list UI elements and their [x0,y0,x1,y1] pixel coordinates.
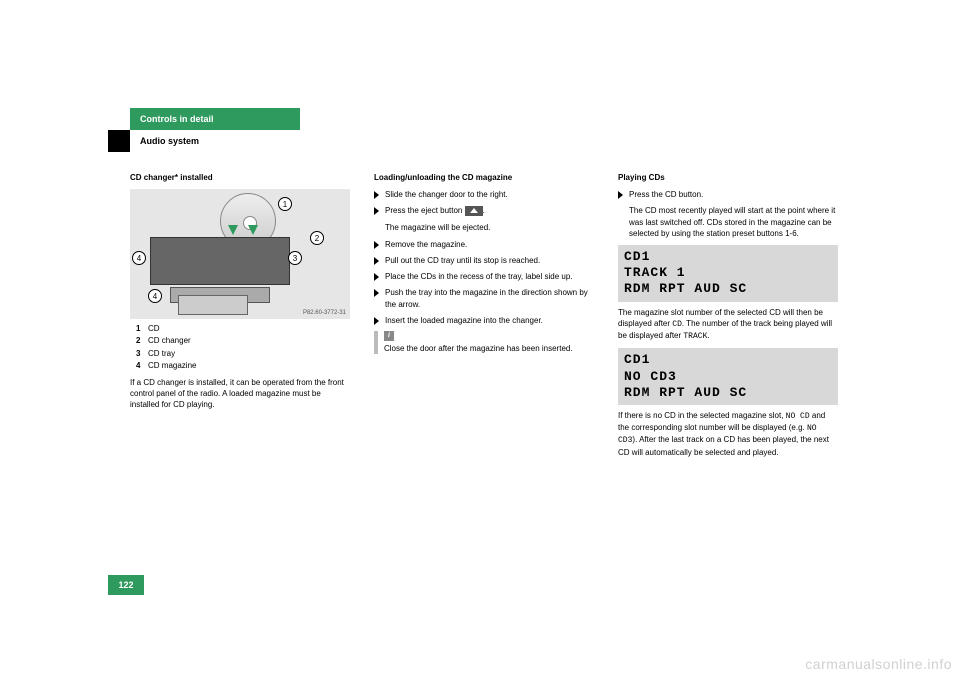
col1-para: If a CD changer is installed, it can be … [130,377,350,411]
arrow-icon [228,225,238,235]
legend-item: 2CD changer [136,335,350,346]
col3-para-2: The magazine slot number of the selected… [618,307,838,343]
note-text: Close the door after the magazine has be… [384,343,573,354]
col1-title: CD changer* installed [130,172,350,183]
lcd-line: RDM RPT AUD SC [624,385,832,401]
step: Place the CDs in the recess of the tray,… [374,271,594,282]
step: Press the CD button. [618,189,838,200]
lcd-line: TRACK 1 [624,265,832,281]
column-1: CD changer* installed 1 2 3 4 4 P82.60-3… [130,172,350,464]
changer-graphic [150,237,290,285]
column-3: Playing CDs Press the CD button. The CD … [618,172,838,464]
note-bar [374,331,378,354]
corner-marker [108,130,130,152]
legend-item: 3CD tray [136,348,350,359]
info-icon: i [384,331,394,341]
callout-4a: 4 [132,251,146,265]
note: i Close the door after the magazine has … [374,331,594,354]
figure-code: P82.60-3772-31 [303,309,346,317]
page-content: Controls in detail Audio system CD chang… [130,108,850,464]
triangle-icon [374,191,379,199]
callout-3: 3 [288,251,302,265]
callout-1: 1 [278,197,292,211]
step-sub: The magazine will be ejected. [385,222,594,233]
lcd-line: NO CD3 [624,369,832,385]
step: Pull out the CD tray until its stop is r… [374,255,594,266]
header: Controls in detail Audio system [130,108,850,152]
legend-item: 4CD magazine [136,360,350,371]
step: Press the eject button . [374,205,594,216]
col3-title: Playing CDs [618,172,838,183]
triangle-icon [374,241,379,249]
section-tab: Controls in detail [130,108,300,130]
columns: CD changer* installed 1 2 3 4 4 P82.60-3… [130,172,850,464]
subsection-title: Audio system [130,130,300,152]
lcd-line: CD1 [624,249,832,265]
arrow-icon [248,225,258,235]
eject-icon [465,206,483,216]
lcd-line: CD1 [624,352,832,368]
column-2: Loading/unloading the CD magazine Slide … [374,172,594,464]
step: Insert the loaded magazine into the chan… [374,315,594,326]
lcd-display-1: CD1 TRACK 1 RDM RPT AUD SC [618,245,838,302]
lcd-display-2: CD1 NO CD3 RDM RPT AUD SC [618,348,838,405]
step: Remove the magazine. [374,239,594,250]
triangle-icon [374,257,379,265]
triangle-icon [374,273,379,281]
step: Slide the changer door to the right. [374,189,594,200]
triangle-icon [374,207,379,215]
magazine-graphic [178,295,248,315]
lcd-line: RDM RPT AUD SC [624,281,832,297]
step-sub: The CD most recently played will start a… [629,205,838,239]
callout-4b: 4 [148,289,162,303]
cd-changer-figure: 1 2 3 4 4 P82.60-3772-31 [130,189,350,319]
step: Push the tray into the magazine in the d… [374,287,594,309]
triangle-icon [618,191,623,199]
triangle-icon [374,289,379,297]
legend-item: 1CD [136,323,350,334]
figure-legend: 1CD 2CD changer 3CD tray 4CD magazine [136,323,350,371]
watermark: carmanualsonline.info [805,656,952,672]
col2-title: Loading/unloading the CD magazine [374,172,594,183]
triangle-icon [374,317,379,325]
page-number: 122 [108,575,144,595]
col3-para-3: If there is no CD in the selected magazi… [618,410,838,458]
callout-2: 2 [310,231,324,245]
